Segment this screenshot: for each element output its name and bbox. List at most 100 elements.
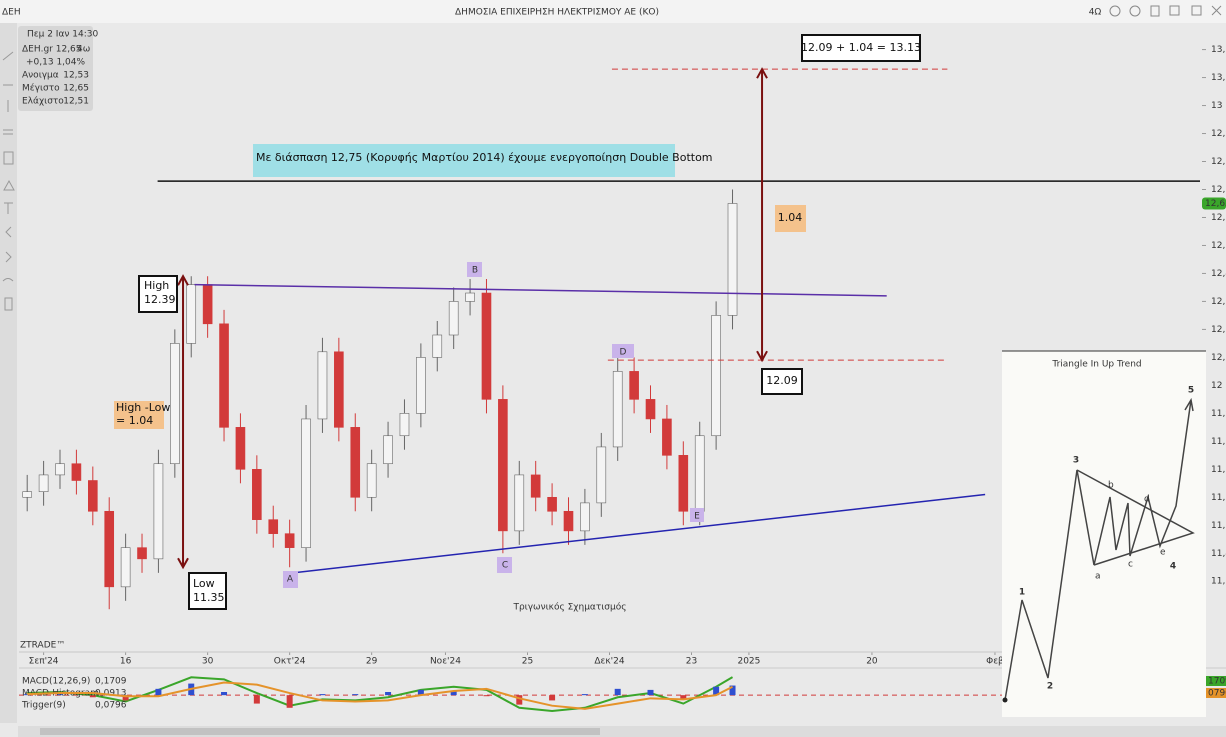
y-tick-label: 12,7 <box>1211 185 1226 195</box>
point-label: D <box>620 348 627 358</box>
info-label: Μέγιστο <box>22 83 60 94</box>
interval[interactable]: 4Ω <box>1089 8 1102 18</box>
x-tick-label: 30 <box>202 657 214 667</box>
axis-tag-label: 0796 <box>1208 689 1226 699</box>
legend-name: MACD(12,26,9) <box>22 677 90 687</box>
high-value: 12.39 <box>144 293 176 306</box>
inset-leg: d <box>1144 495 1150 505</box>
histogram-bar <box>516 695 523 705</box>
histogram-bar <box>352 694 359 696</box>
histogram-bar <box>155 688 162 696</box>
histogram-bar <box>549 695 556 701</box>
candle-body <box>366 463 377 498</box>
point-label: B <box>472 266 478 276</box>
candle-body <box>465 292 475 302</box>
point-label: C <box>502 561 508 571</box>
candle-body <box>22 491 33 498</box>
candle-body <box>596 446 607 504</box>
info-panel <box>18 26 93 111</box>
candle-body <box>399 413 410 437</box>
inset-leg: c <box>1128 560 1133 570</box>
toolbar-icons <box>2 51 15 311</box>
inset-wave: 3 <box>1073 456 1079 466</box>
candle-body <box>235 427 246 470</box>
info-value: 12,53 <box>63 71 89 81</box>
point-label: A <box>287 575 294 585</box>
candle-body <box>202 284 213 325</box>
candle-body <box>514 474 525 532</box>
candle-body <box>186 284 197 344</box>
info-interval: 4ω <box>77 45 90 55</box>
low-box <box>188 572 227 610</box>
macd-line <box>27 681 733 710</box>
y-tick-label: 11,5 <box>1211 521 1226 531</box>
histogram-bar <box>319 694 326 696</box>
y-tick-label: 11,8 <box>1211 437 1226 447</box>
watermark: ZTRADE™ <box>20 641 65 651</box>
y-tick-label: 12,1 <box>1211 353 1226 363</box>
candle-body <box>645 399 656 420</box>
candle-body <box>219 323 229 428</box>
last-price-label: 12,65 <box>1205 199 1226 209</box>
pattern-title: Τριγωνικός Σχηματισμός <box>512 602 626 613</box>
histogram-bar <box>221 692 228 696</box>
y-tick-label: 11,4 <box>1211 549 1226 559</box>
arrow-head <box>177 274 189 570</box>
inset-wave: 1 <box>1019 588 1025 598</box>
info-change: +0,13 1,04% <box>26 58 85 68</box>
y-tick-label: 11,6 <box>1211 493 1226 503</box>
histogram-bar <box>614 688 621 696</box>
target-box <box>801 34 921 62</box>
y-tick-label: 12,2 <box>1211 325 1226 335</box>
price-plot: 13,213,11312,912,812,712,612,512,412,312… <box>19 45 1226 667</box>
candle-body <box>432 334 443 358</box>
candle-body <box>38 474 49 492</box>
range-title: High -Low <box>116 401 170 414</box>
legend-name: Trigger(9) <box>21 701 66 711</box>
candle-body <box>530 474 541 498</box>
histogram-bar <box>24 694 31 696</box>
inset-leg: a <box>1095 572 1101 582</box>
histogram-bar <box>483 695 490 697</box>
histogram-bar <box>57 694 64 696</box>
last-price-tag <box>1202 197 1226 210</box>
candle-body <box>678 455 689 512</box>
candle-body <box>481 292 492 400</box>
window-title: ΔΗΜΟΣΙΑ ΕΠΙΧΕΙΡΗΣΗ ΗΛΕΚΤΡΙΣΜΟΥ ΑΕ (ΚΟ) <box>455 8 659 18</box>
x-tick-label: 23 <box>686 657 697 667</box>
macd-line <box>27 676 734 712</box>
info-date: Πεμ 2 Ιαν 14:30 <box>27 30 98 40</box>
candle-body <box>268 519 279 534</box>
high-box <box>138 275 178 313</box>
candle-body <box>71 463 82 481</box>
y-tick-label: 13,2 <box>1211 45 1226 55</box>
x-tick-label: Οκτ'24 <box>274 657 306 667</box>
info-value: 12,65 <box>63 84 89 94</box>
inset-background <box>1002 351 1206 717</box>
low-value: 11.35 <box>193 591 225 604</box>
candle-body <box>153 463 164 560</box>
range-box <box>114 401 164 429</box>
y-tick-label: 12,8 <box>1211 157 1226 167</box>
candle-body <box>137 547 147 560</box>
y-tick-label: 12 <box>1211 381 1222 391</box>
candle-body <box>498 399 508 532</box>
histogram-bar <box>581 694 588 696</box>
candle-body <box>547 496 557 512</box>
candle-body <box>301 418 311 548</box>
title-bar <box>0 0 1226 23</box>
breakout-text: Με διάσπαση 12,75 (Κορυφής Μαρτίου 2014)… <box>256 151 713 164</box>
candle-body <box>416 357 426 414</box>
base-text: 12.09 <box>766 374 798 387</box>
x-tick-label: Φεβ <box>986 657 1004 667</box>
candle-body <box>383 435 393 465</box>
x-tick-label: 20 <box>866 657 878 667</box>
scrollbar-thumb[interactable] <box>40 728 600 735</box>
trend-line <box>194 283 887 297</box>
y-tick-label: 12,4 <box>1211 269 1226 279</box>
histogram-bar <box>89 695 96 698</box>
inset-drawing <box>1004 397 1195 701</box>
scrollbar[interactable] <box>18 726 1226 737</box>
histogram-bar <box>286 695 293 708</box>
